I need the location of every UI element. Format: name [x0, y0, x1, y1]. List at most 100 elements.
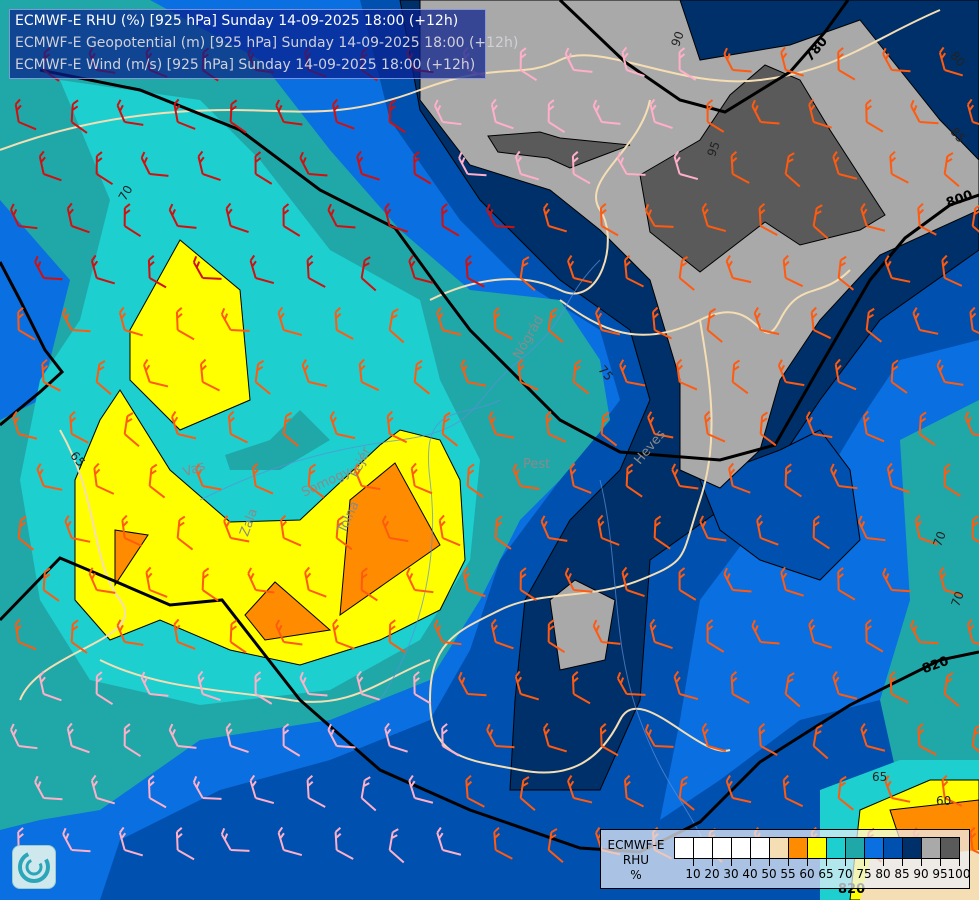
wind-barb: [34, 255, 63, 281]
wind-barb: [12, 410, 38, 440]
wind-barb: [140, 671, 169, 697]
wind-barb: [966, 98, 979, 129]
wind-barb: [699, 515, 727, 542]
wind-barb: [95, 151, 114, 186]
wind-barb: [678, 256, 695, 291]
wind-barb: [653, 515, 671, 550]
wind-barb: [910, 619, 939, 645]
rivers: [199, 259, 721, 881]
wind-barb: [832, 150, 858, 180]
wind-barb: [388, 99, 406, 134]
wind-barb: [599, 723, 619, 757]
wind-barb: [254, 671, 273, 705]
wind-barb: [647, 411, 674, 439]
wind-barb: [360, 567, 378, 602]
legend-tick-label: 100: [947, 867, 971, 881]
wind-barb: [121, 514, 143, 547]
wind-barb: [914, 514, 938, 546]
wind-barb: [229, 619, 247, 654]
wind-barb: [282, 412, 299, 447]
wind-barb: [62, 827, 91, 853]
wind-barb: [493, 306, 513, 340]
legend-swatch: [675, 838, 694, 858]
wind-barb: [332, 618, 355, 650]
wind-barb: [545, 410, 567, 443]
legend-title-model: ECMWF-E: [607, 838, 665, 852]
wind-barb: [145, 566, 168, 598]
wind-barb: [676, 358, 698, 391]
wind-barb: [519, 47, 538, 82]
wind-barb: [723, 567, 752, 593]
wind-barb: [413, 359, 431, 395]
wind-barb: [360, 256, 377, 292]
rhu-70-75-area: [880, 400, 979, 790]
wind-barb: [889, 670, 909, 704]
wind-barb: [441, 723, 460, 757]
legend-swatch: [713, 838, 732, 858]
wind-barb: [784, 152, 801, 188]
wind-barb: [941, 774, 963, 807]
wind-barb: [572, 359, 590, 395]
wind-barb: [438, 514, 461, 547]
legend-tick-label: 20: [704, 867, 720, 881]
legend-tick-mark: [807, 859, 808, 866]
wind-barb: [306, 255, 326, 288]
rhu-95-100-area: [487, 131, 631, 169]
wind-barb: [832, 670, 858, 700]
wind-barb: [334, 307, 354, 340]
wind-barb: [571, 671, 591, 705]
wind-barb: [69, 410, 89, 444]
wind-barb: [678, 47, 697, 81]
wind-barb: [723, 47, 752, 73]
wind-barb: [34, 775, 63, 801]
wind-barb: [38, 150, 62, 182]
legend-tick-mark: [959, 859, 960, 866]
wind-barb: [651, 306, 672, 340]
wind-barb: [512, 463, 540, 490]
wind-barb: [884, 255, 911, 283]
wind-barb: [912, 307, 939, 335]
legend-tick-label: 80: [875, 867, 891, 881]
wind-barb: [564, 47, 593, 73]
legend-swatch: [732, 838, 751, 858]
legend-tick-mark: [693, 859, 694, 866]
wind-barb: [592, 619, 621, 645]
wind-barb: [356, 150, 380, 181]
wind-barb: [254, 360, 271, 395]
wind-barb: [917, 202, 937, 236]
wind-barb: [93, 462, 115, 495]
wind-barb: [147, 255, 167, 289]
wind-barb: [759, 411, 777, 447]
wind-barb: [249, 254, 275, 285]
wind-barb: [890, 359, 908, 394]
wind-barb: [413, 671, 432, 705]
wind-barb: [621, 566, 645, 597]
wind-barb: [384, 202, 408, 233]
wind-barb: [837, 47, 856, 81]
wind-barb: [488, 411, 515, 439]
legend-tick-label: 60: [799, 867, 815, 881]
wind-barb: [678, 567, 697, 601]
wind-barb: [252, 462, 274, 495]
legend-tick-mark: [712, 859, 713, 866]
rhu-contour-label: 65: [872, 770, 888, 784]
wind-barb: [805, 411, 833, 439]
wind-barb: [123, 723, 142, 758]
wind-barb: [621, 46, 645, 77]
wind-barb: [140, 151, 169, 177]
wind-barb: [381, 515, 409, 543]
legend-tick-label: 10: [685, 867, 701, 881]
wind-barb: [758, 203, 778, 236]
rhu-55-60-area: [244, 581, 332, 641]
wind-barb: [143, 358, 169, 388]
legend-tick-label: 70: [837, 867, 853, 881]
wind-barb: [882, 47, 911, 73]
wind-barb: [519, 256, 536, 292]
wind-barb: [282, 203, 301, 237]
wind-barb: [812, 204, 829, 240]
wind-barb: [964, 411, 979, 438]
legend-tick-mark: [769, 859, 770, 866]
wind-barb: [542, 722, 568, 753]
wind-barb: [176, 515, 194, 551]
